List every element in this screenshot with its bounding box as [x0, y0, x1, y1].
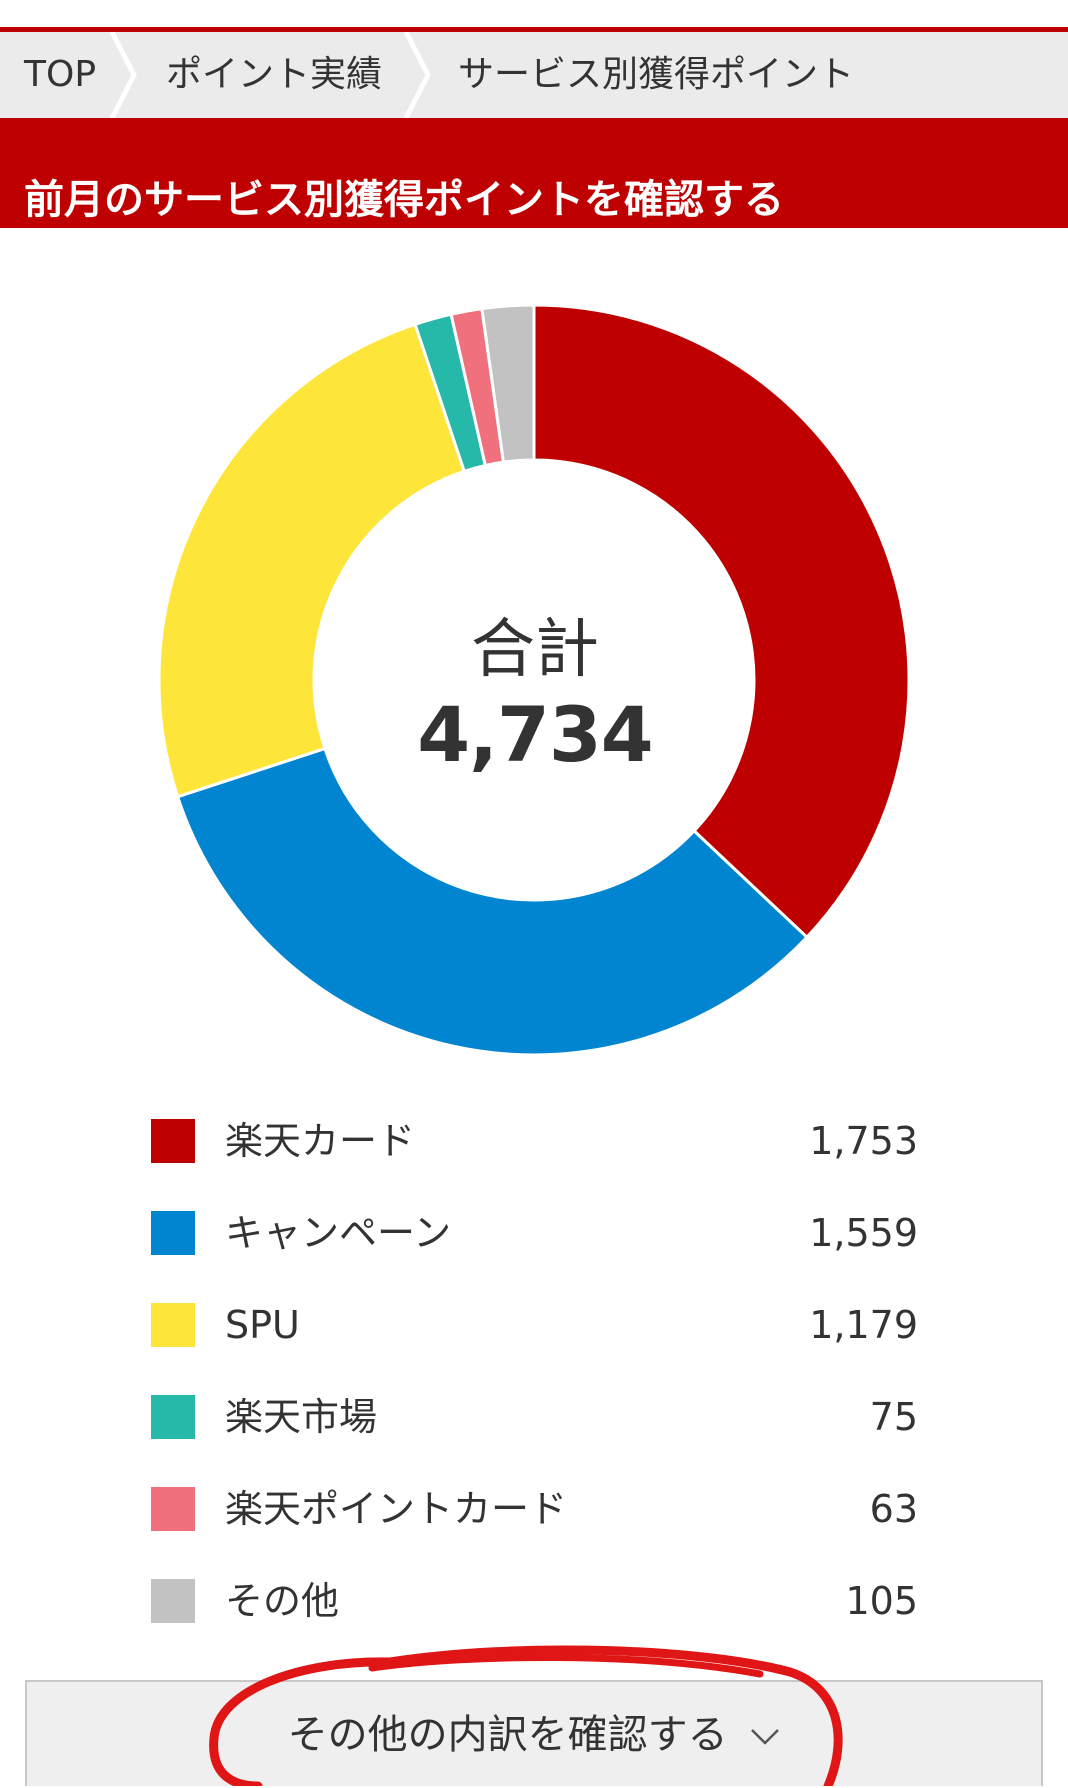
legend-label: 楽天カード	[225, 1119, 416, 1163]
legend-value: 1,753	[809, 1119, 918, 1163]
donut-chart	[157, 303, 911, 1057]
legend-value: 75	[869, 1395, 918, 1439]
show-other-breakdown-row: その他の内訳を確認する	[27, 1682, 1041, 1788]
breadcrumb-item-current: サービス別獲得ポイント	[458, 54, 855, 95]
legend-item-rakuten-card: 楽天カード 1,753	[0, 1095, 1068, 1187]
donut-slice-5	[480, 303, 536, 464]
show-other-breakdown-button[interactable]: その他の内訳を確認する	[25, 1680, 1043, 1786]
total-value: 4,734	[417, 690, 653, 779]
legend-item-rakuten-ichiba: 楽天市場 75	[0, 1371, 1068, 1463]
top-accent-rule	[0, 27, 1068, 32]
legend-item-spu: SPU 1,179	[0, 1279, 1068, 1371]
breadcrumb-item-top[interactable]: TOP	[24, 54, 97, 95]
legend-swatch	[151, 1395, 195, 1439]
chevron-down-icon	[751, 1729, 780, 1745]
breadcrumb-item-point-history[interactable]: ポイント実績	[166, 54, 383, 95]
donut-slice-2	[157, 322, 467, 799]
legend-swatch	[151, 1579, 195, 1623]
legend-label: 楽天ポイントカード	[225, 1487, 568, 1531]
donut-slice-1	[175, 746, 810, 1057]
show-other-breakdown-label: その他の内訳を確認する	[287, 1712, 728, 1758]
breadcrumb: TOP ポイント実績 サービス別獲得ポイント	[0, 32, 1068, 118]
legend-swatch	[151, 1487, 195, 1531]
legend-value: 63	[869, 1487, 918, 1531]
legend-value: 105	[845, 1579, 918, 1623]
page-title: 前月のサービス別獲得ポイントを確認する	[24, 176, 784, 223]
chevron-right-icon	[403, 32, 431, 118]
legend-swatch	[151, 1211, 195, 1255]
legend-label: キャンペーン	[225, 1211, 452, 1255]
legend-item-other: その他 105	[0, 1555, 1068, 1647]
page-header: 前月のサービス別獲得ポイントを確認する	[0, 118, 1068, 228]
chevron-right-icon	[109, 32, 137, 118]
legend-label: その他	[225, 1579, 340, 1623]
legend-value: 1,559	[809, 1211, 918, 1255]
donut-slice-0	[532, 303, 911, 940]
legend-label: SPU	[225, 1303, 300, 1347]
legend-item-rakuten-point-card: 楽天ポイントカード 63	[0, 1463, 1068, 1555]
legend-label: 楽天市場	[225, 1395, 378, 1439]
legend-swatch	[151, 1303, 195, 1347]
legend-value: 1,179	[809, 1303, 918, 1347]
total-label: 合計	[471, 613, 599, 687]
legend-item-campaign: キャンペーン 1,559	[0, 1187, 1068, 1279]
legend-swatch	[151, 1119, 195, 1163]
